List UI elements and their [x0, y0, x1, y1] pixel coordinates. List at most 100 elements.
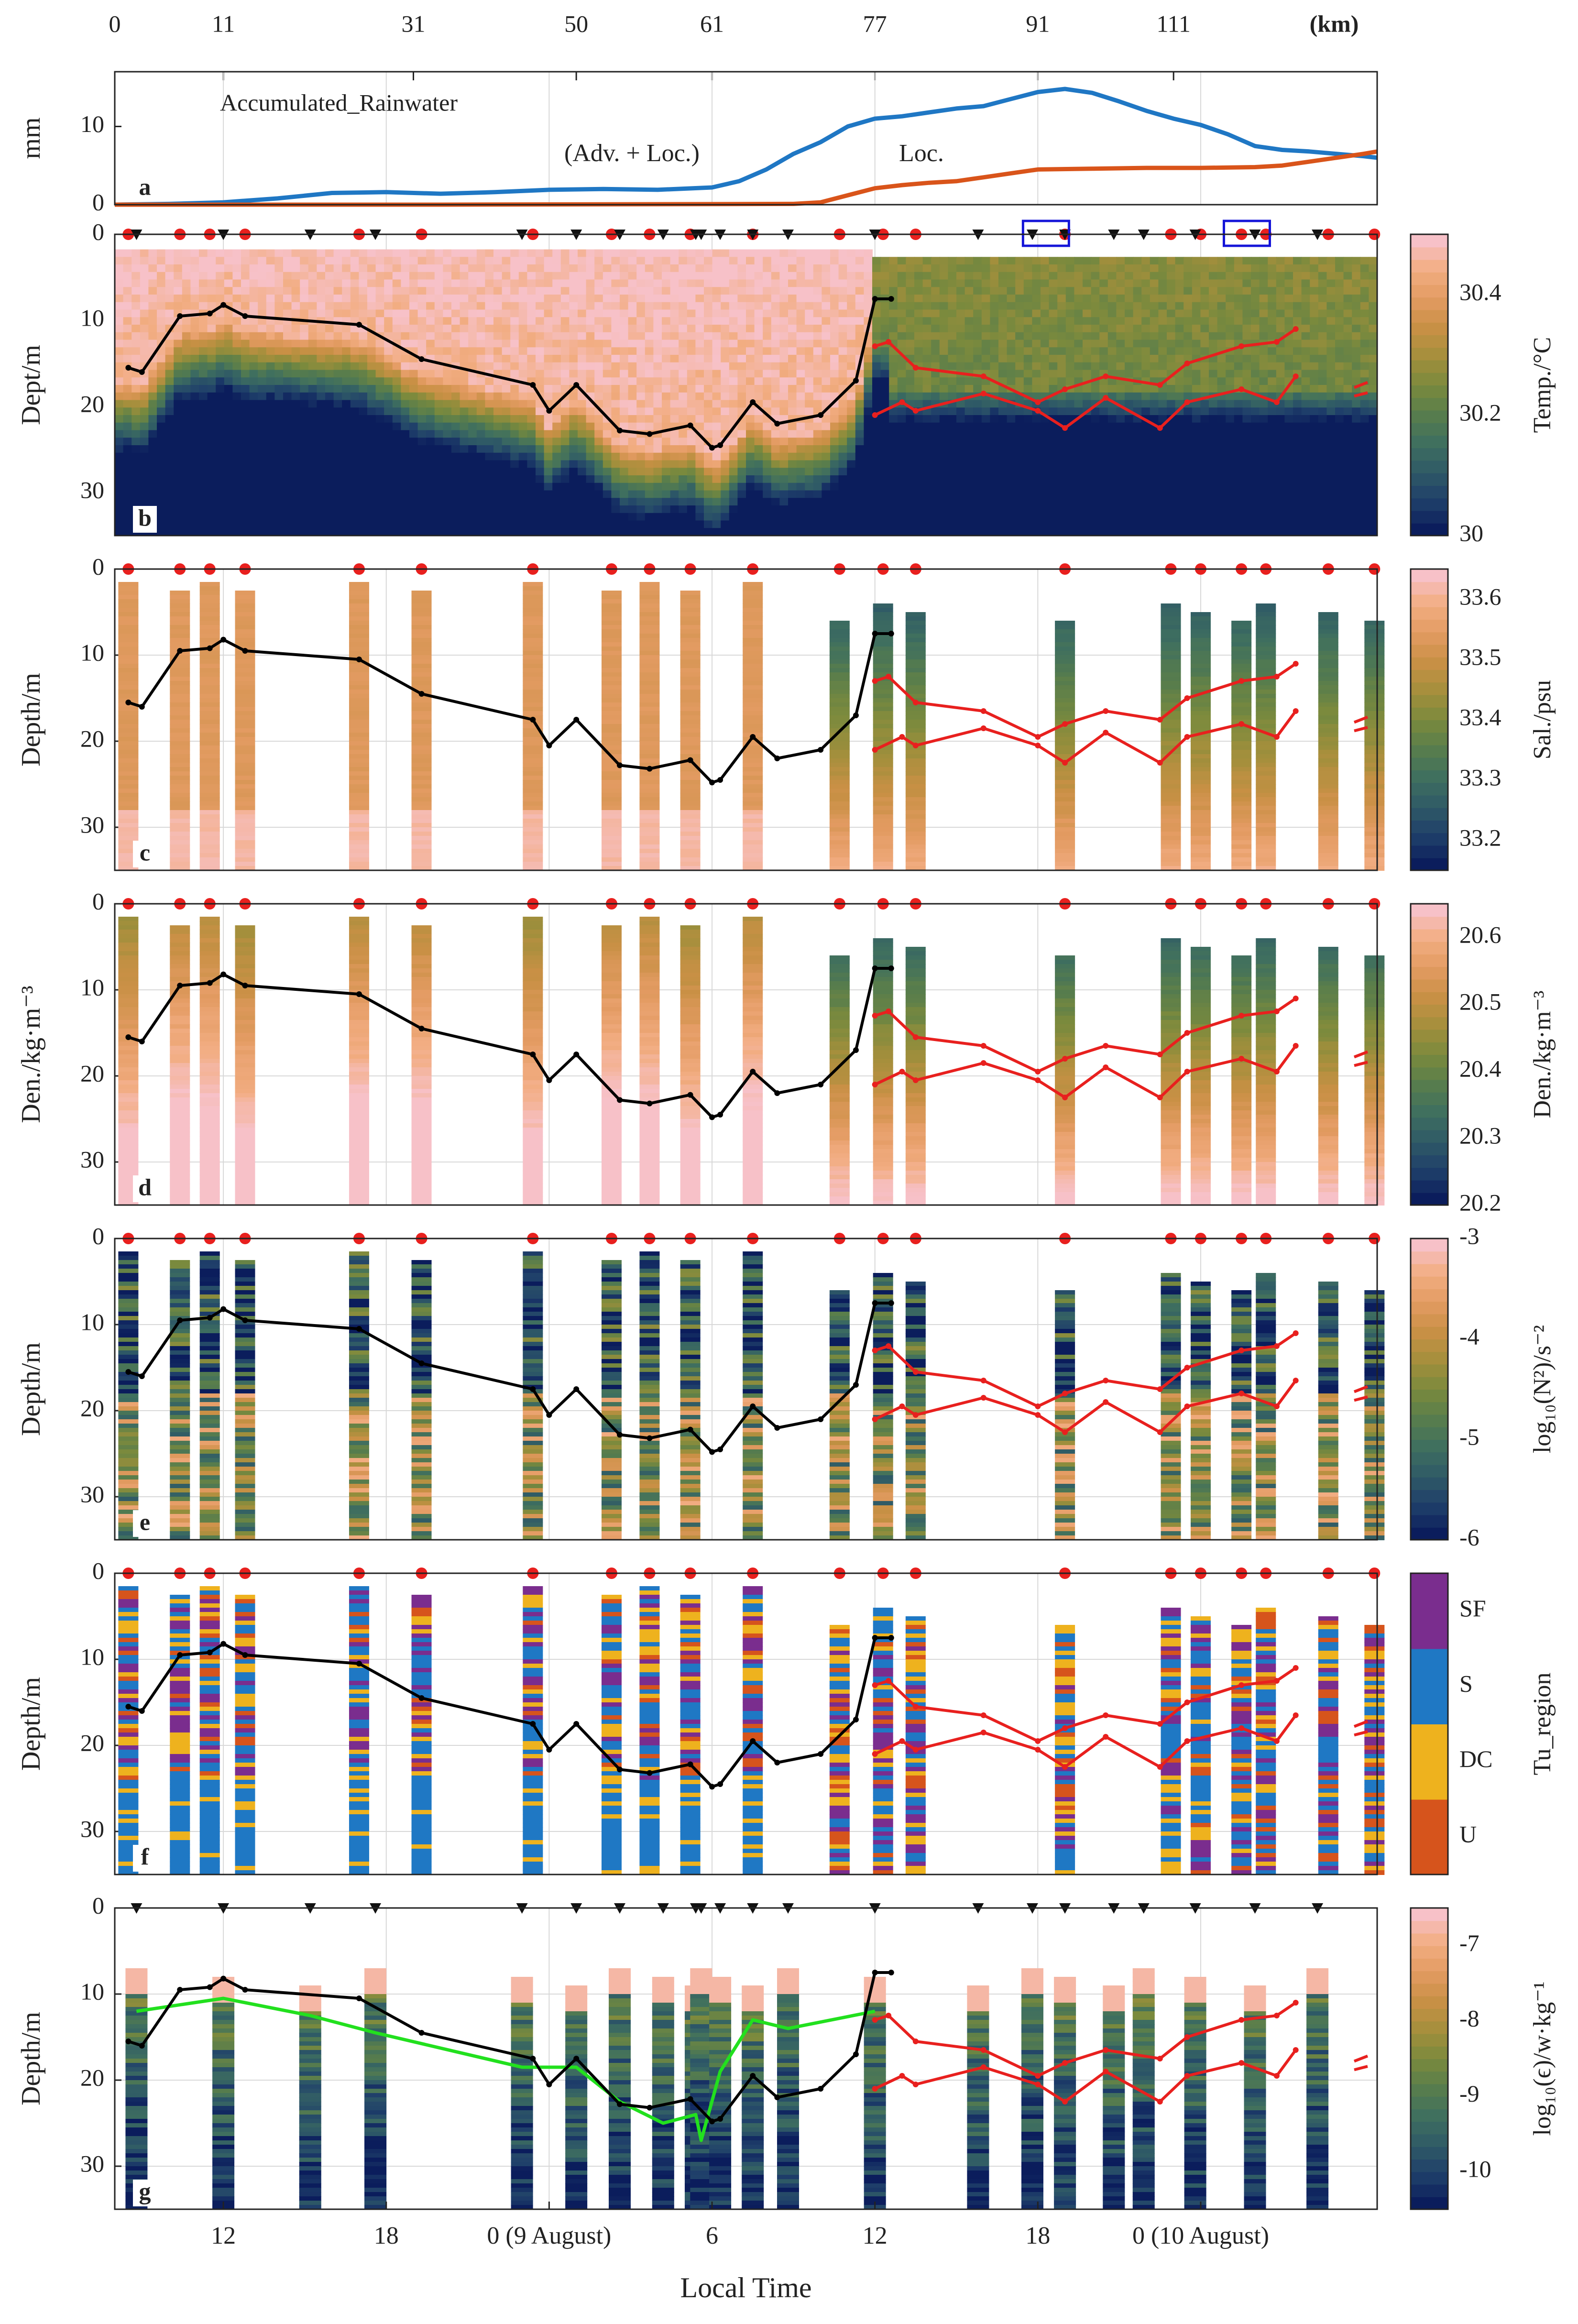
- temp-cell: [544, 377, 553, 385]
- temp-cell: [333, 460, 343, 469]
- temp-cell: [258, 347, 267, 355]
- temp-cell: [1083, 332, 1092, 340]
- temp-cell: [232, 520, 241, 529]
- temp-cell: [906, 452, 915, 461]
- temp-cell: [426, 377, 435, 385]
- temp-cell: [1209, 490, 1218, 499]
- temp-cell: [1015, 264, 1024, 273]
- temp-cell: [333, 272, 343, 280]
- temp-cell: [426, 482, 435, 491]
- temp-cell: [855, 317, 865, 325]
- temp-cell: [409, 317, 418, 325]
- temp-cell: [274, 340, 284, 348]
- temp-cell: [822, 520, 831, 529]
- temp-cell: [283, 385, 292, 393]
- temp-cell: [847, 513, 856, 521]
- temp-cell: [662, 355, 671, 363]
- temp-cell: [199, 468, 208, 476]
- temp-cell: [536, 279, 545, 288]
- temp-cell: [670, 332, 679, 340]
- temp-cell: [417, 325, 427, 333]
- temp-cell: [1015, 422, 1024, 431]
- temp-cell: [409, 482, 418, 491]
- temp-cell: [216, 422, 225, 431]
- temp-cell: [670, 279, 679, 288]
- temp-cell: [788, 528, 797, 536]
- temp-cell: [232, 430, 241, 438]
- temp-cell: [333, 415, 343, 423]
- temp-cell: [308, 385, 318, 393]
- temp-cell: [746, 392, 755, 401]
- panel-letter-bg: [133, 175, 157, 202]
- temp-cell: [468, 325, 477, 333]
- temp-cell: [628, 400, 637, 408]
- temp-cell: [165, 505, 175, 514]
- temp-cell: [199, 438, 208, 446]
- temp-cell: [1150, 438, 1159, 446]
- temp-cell: [1007, 377, 1016, 385]
- temp-cell: [1099, 498, 1108, 506]
- temp-cell: [931, 415, 940, 423]
- temp-cell: [333, 513, 343, 521]
- temp-cell: [157, 415, 166, 423]
- temp-cell: [1083, 392, 1092, 401]
- temp-cell: [880, 475, 890, 483]
- temp-cell: [939, 302, 949, 310]
- temp-cell: [266, 430, 275, 438]
- temp-cell: [611, 355, 620, 363]
- temp-cell: [1023, 362, 1033, 371]
- temp-cell: [434, 347, 444, 355]
- temp-cell: [771, 302, 780, 310]
- temp-cell: [216, 445, 225, 453]
- temp-cell: [636, 249, 646, 258]
- temp-cell: [123, 490, 132, 499]
- temp-cell: [148, 249, 157, 258]
- temp-cell: [670, 325, 679, 333]
- temp-cell: [157, 325, 166, 333]
- temp-cell: [1007, 490, 1016, 499]
- temp-cell: [1141, 452, 1151, 461]
- temp-cell: [476, 362, 486, 371]
- temp-cell: [990, 452, 999, 461]
- temp-cell: [115, 468, 124, 476]
- temp-cell: [207, 295, 217, 303]
- temp-cell: [578, 482, 587, 491]
- temp-cell: [1192, 279, 1201, 288]
- temp-cell: [258, 370, 267, 378]
- temp-cell: [518, 295, 528, 303]
- temp-cell: [855, 482, 865, 491]
- temp-cell: [1091, 475, 1100, 483]
- temp-cell: [283, 272, 292, 280]
- temp-cell: [157, 452, 166, 461]
- temp-cell: [611, 347, 620, 355]
- temp-cell: [990, 505, 999, 514]
- temp-cell: [443, 513, 452, 521]
- temp-cell: [1032, 415, 1041, 423]
- temp-cell: [266, 505, 275, 514]
- temp-cell: [1041, 452, 1050, 461]
- temp-cell: [763, 332, 772, 340]
- temp-cell: [115, 264, 124, 273]
- temp-cell: [451, 309, 460, 318]
- temp-cell: [443, 438, 452, 446]
- temp-cell: [241, 295, 250, 303]
- temp-cell: [476, 430, 486, 438]
- temp-cell: [552, 347, 561, 355]
- temp-cell: [325, 498, 334, 506]
- temp-cell: [342, 257, 351, 265]
- temp-cell: [1200, 347, 1209, 355]
- temp-cell: [1065, 347, 1075, 355]
- temp-cell: [1099, 377, 1108, 385]
- temp-cell: [973, 377, 982, 385]
- temp-cell: [763, 295, 772, 303]
- temp-cell: [653, 400, 662, 408]
- temp-cell: [148, 468, 157, 476]
- temp-cell: [1023, 438, 1033, 446]
- temp-cell: [165, 362, 175, 371]
- temp-cell: [914, 347, 923, 355]
- temp-cell: [132, 475, 141, 483]
- temp-cell: [375, 279, 385, 288]
- temp-cell: [838, 415, 848, 423]
- temp-cell: [838, 347, 848, 355]
- temp-cell: [746, 475, 755, 483]
